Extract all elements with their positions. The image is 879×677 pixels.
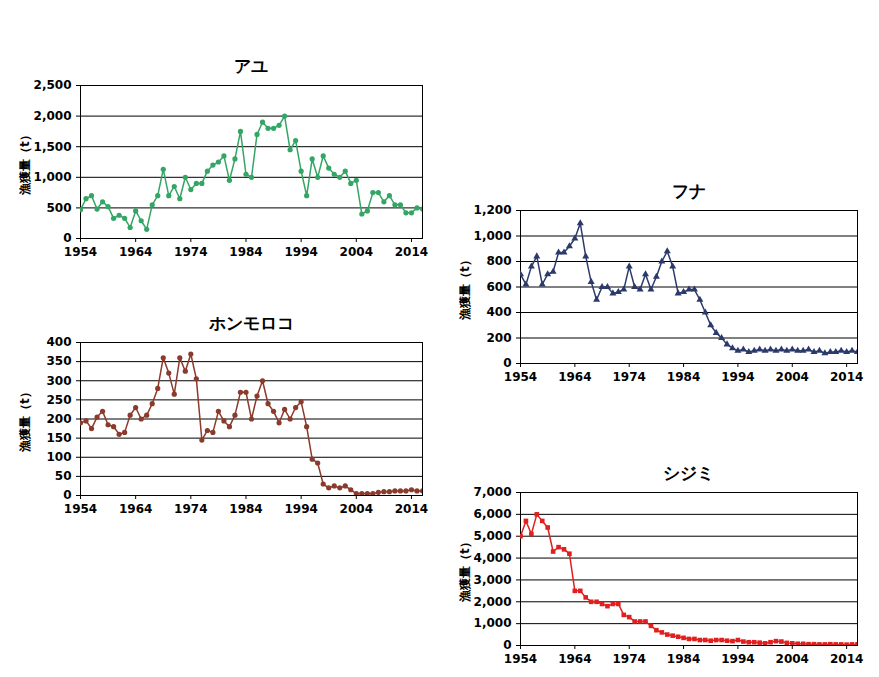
svg-text:4,000: 4,000 — [474, 551, 512, 565]
svg-text:2014: 2014 — [395, 245, 428, 259]
svg-text:200: 200 — [486, 331, 511, 345]
svg-text:1,000: 1,000 — [474, 616, 512, 630]
svg-text:1964: 1964 — [558, 370, 591, 384]
svg-text:0: 0 — [503, 356, 511, 370]
svg-text:800: 800 — [486, 254, 511, 268]
svg-text:1994: 1994 — [721, 370, 754, 384]
svg-text:1984: 1984 — [229, 245, 262, 259]
svg-text:漁獲量（t）: 漁獲量（t） — [18, 129, 32, 196]
svg-text:5,000: 5,000 — [474, 529, 512, 543]
svg-text:1974: 1974 — [613, 652, 646, 666]
svg-text:1964: 1964 — [558, 652, 591, 666]
svg-text:1954: 1954 — [64, 502, 97, 516]
html-text:ホンモロコ: ホンモロコ — [208, 313, 294, 333]
svg-text:0: 0 — [503, 638, 511, 652]
svg-text:1994: 1994 — [284, 502, 317, 516]
svg-text:2014: 2014 — [830, 652, 863, 666]
svg-text:50: 50 — [55, 469, 72, 483]
svg-text:600: 600 — [486, 280, 511, 294]
svg-text:1964: 1964 — [119, 502, 152, 516]
svg-text:2004: 2004 — [340, 502, 373, 516]
html-text:シジミ: シジミ — [663, 463, 714, 483]
svg-text:7,000: 7,000 — [474, 485, 512, 499]
svg-text:1954: 1954 — [504, 370, 537, 384]
svg-text:400: 400 — [486, 305, 511, 319]
svg-text:1974: 1974 — [174, 502, 207, 516]
svg-text:3,000: 3,000 — [474, 573, 512, 587]
svg-text:1974: 1974 — [174, 245, 207, 259]
svg-text:1954: 1954 — [504, 652, 537, 666]
svg-text:150: 150 — [46, 431, 71, 445]
svg-text:漁獲量（t）: 漁獲量（t） — [18, 386, 32, 453]
svg-text:1994: 1994 — [721, 652, 754, 666]
svg-text:1984: 1984 — [667, 652, 700, 666]
svg-text:漁獲量（t）: 漁獲量（t） — [458, 254, 472, 321]
svg-text:2004: 2004 — [776, 652, 809, 666]
svg-text:0: 0 — [63, 231, 71, 245]
svg-text:500: 500 — [46, 201, 71, 215]
html-text:アユ: アユ — [234, 56, 268, 76]
svg-text:1,500: 1,500 — [34, 140, 72, 154]
svg-text:2004: 2004 — [776, 370, 809, 384]
svg-text:2,000: 2,000 — [474, 595, 512, 609]
svg-text:1994: 1994 — [284, 245, 317, 259]
svg-text:0: 0 — [63, 488, 71, 502]
svg-text:250: 250 — [46, 393, 71, 407]
svg-text:1,000: 1,000 — [34, 170, 72, 184]
svg-text:1954: 1954 — [64, 245, 97, 259]
svg-text:2,000: 2,000 — [34, 109, 72, 123]
svg-text:漁獲量（t）: 漁獲量（t） — [458, 536, 472, 603]
svg-text:1964: 1964 — [119, 245, 152, 259]
svg-text:2014: 2014 — [395, 502, 428, 516]
svg-text:1984: 1984 — [229, 502, 262, 516]
svg-text:400: 400 — [46, 335, 71, 349]
svg-text:6,000: 6,000 — [474, 507, 512, 521]
svg-text:2014: 2014 — [830, 370, 863, 384]
svg-text:1984: 1984 — [667, 370, 700, 384]
svg-text:200: 200 — [46, 412, 71, 426]
svg-text:1,200: 1,200 — [474, 203, 512, 217]
svg-text:2,500: 2,500 — [34, 78, 72, 92]
svg-text:350: 350 — [46, 354, 71, 368]
svg-text:2004: 2004 — [340, 245, 373, 259]
svg-text:100: 100 — [46, 450, 71, 464]
svg-text:300: 300 — [46, 374, 71, 388]
svg-text:1,000: 1,000 — [474, 229, 512, 243]
svg-text:1974: 1974 — [613, 370, 646, 384]
html-text:フナ: フナ — [671, 181, 706, 201]
